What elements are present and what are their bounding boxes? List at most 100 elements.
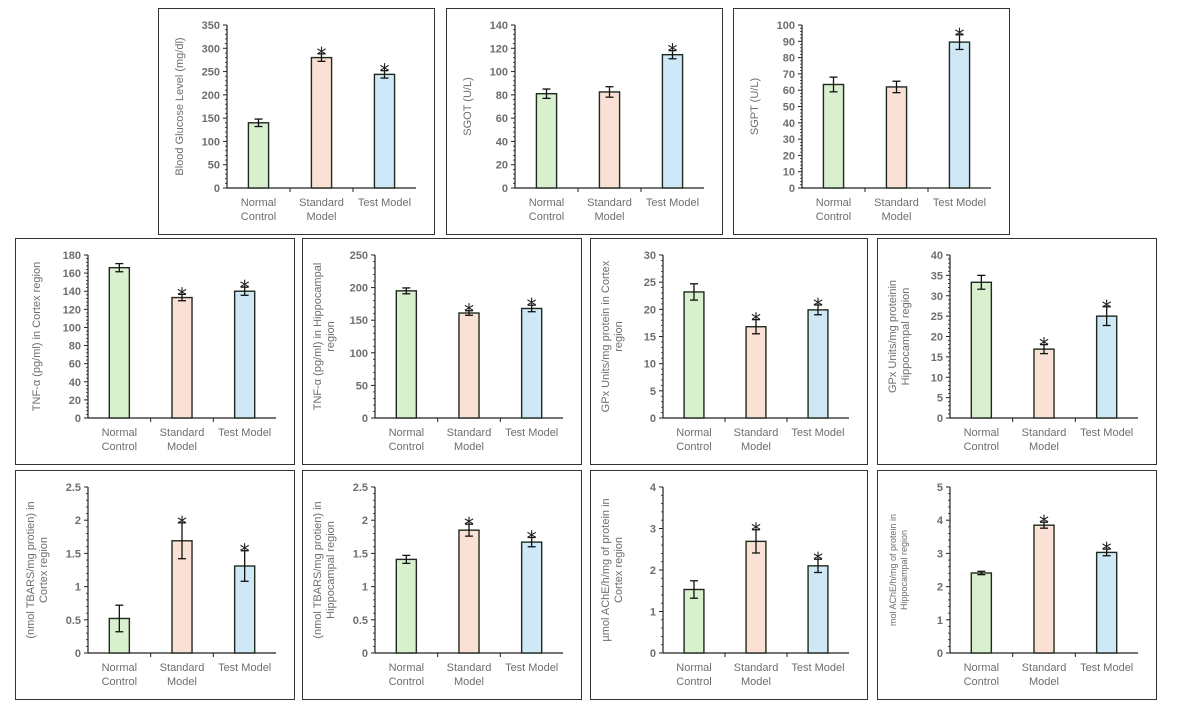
error-bar-normal-control <box>254 118 263 128</box>
significance-marker: * <box>527 526 537 550</box>
y-tick-label: 5 <box>650 386 656 398</box>
bar-standard-model <box>745 326 767 419</box>
y-tick-label: 30 <box>644 250 656 262</box>
x-category-label: Normal Control <box>676 662 711 688</box>
y-tick-label: 20 <box>931 332 943 344</box>
y-tick-label: 250 <box>202 67 220 79</box>
y-tick-label: 40 <box>69 377 81 389</box>
x-category-label: Normal Control <box>964 662 999 688</box>
x-category-label: Normal Control <box>389 427 424 453</box>
x-category-label: Test Model <box>1080 427 1133 439</box>
y-tick-label: 0 <box>789 183 795 195</box>
y-tick-label: 0 <box>937 413 943 425</box>
x-category-label: Normal Control <box>964 427 999 453</box>
panel-sgpt: SGPT (U/L) 0 10 20 30 40 50 60 70 80 90 100 Normal Co… <box>733 8 1010 235</box>
x-category-label: Test Model <box>505 427 558 439</box>
bar-standard-model <box>458 529 480 654</box>
x-category-label: Standard Model <box>1022 662 1067 688</box>
error-bar-standard-model <box>178 293 186 302</box>
y-tick-label: 2.5 <box>353 482 368 494</box>
y-tick-label: 15 <box>931 352 943 364</box>
y-tick-label: 120 <box>490 43 508 55</box>
significance-marker: * <box>813 294 823 318</box>
significance-marker: * <box>380 60 390 84</box>
bar-test-model <box>1095 315 1118 419</box>
y-tick-label: 80 <box>69 341 81 353</box>
x-category-label: Standard Model <box>1022 427 1067 453</box>
panel-blood-glucose: Blood Glucose Level (mg/dl) 0 50 100 150 200 2… <box>158 8 435 235</box>
y-tick-label: 1 <box>650 607 656 619</box>
error-bar-normal-control <box>829 76 838 93</box>
error-bar-normal-control <box>402 287 411 295</box>
y-tick-label: 2 <box>937 582 943 594</box>
y-tick-label: 2 <box>650 565 656 577</box>
y-tick-label: 50 <box>208 160 220 172</box>
error-bar-normal-control <box>542 88 551 99</box>
error-bar-normal-control <box>977 274 986 290</box>
x-category-label: Test Model <box>505 662 558 674</box>
bar-normal-control <box>970 281 993 419</box>
panel-ache-cortex: µmol AChE/h/mg of protein inCortex regio… <box>590 470 868 700</box>
y-tick-label: 0 <box>75 648 81 660</box>
y-tick-label: 20 <box>783 150 795 162</box>
y-tick-label: 90 <box>783 36 795 48</box>
y-tick-label: 3 <box>937 548 943 560</box>
chart-gpx-cortex: GPx Units/mg protein in Cortexregion 0 5 10… <box>600 250 849 453</box>
significance-marker: * <box>177 283 187 307</box>
error-bar-test-model <box>814 558 822 574</box>
error-bar-standard-model <box>178 522 186 560</box>
y-tick-label: 160 <box>63 268 81 280</box>
error-bar-standard-model <box>892 80 901 94</box>
y-tick-label: 0.5 <box>66 615 81 627</box>
error-bar-standard-model <box>605 86 614 98</box>
y-tick-label: 40 <box>931 250 943 262</box>
y-axis-label: TNF-α (pg/ml) in Hippocampalregion <box>312 263 337 411</box>
panel-tnf-cortex: TNF-α (pg/ml) in Cortex region 0 20 40 60 80 1… <box>15 238 295 465</box>
significance-marker: * <box>177 512 187 536</box>
error-bar-test-model <box>240 286 249 296</box>
chart-sgpt: SGPT (U/L) 0 10 20 30 40 50 60 70 80 90 100 Normal Co… <box>749 20 991 223</box>
bar-normal-control <box>108 266 131 419</box>
y-tick-label: 80 <box>496 90 508 102</box>
significance-marker: * <box>464 300 474 324</box>
y-tick-label: 10 <box>644 359 656 371</box>
significance-marker: * <box>668 40 678 64</box>
x-category-label: Normal Control <box>389 662 424 688</box>
x-category-label: Standard Model <box>299 197 344 223</box>
x-category-label: Standard Model <box>160 662 205 688</box>
chart-ache-hippocampal: mol AChE/h/mg of protein inHippocampal r… <box>888 482 1138 688</box>
y-tick-label: 15 <box>644 332 656 344</box>
y-tick-label: 40 <box>496 136 508 148</box>
y-tick-label: 100 <box>490 67 508 79</box>
y-tick-label: 350 <box>202 20 220 32</box>
bar-standard-model <box>1033 348 1055 419</box>
y-tick-label: 60 <box>69 359 81 371</box>
error-bar-normal-control <box>402 554 411 565</box>
significance-marker: * <box>240 276 250 300</box>
bar-normal-control <box>395 558 418 654</box>
y-tick-label: 50 <box>356 380 368 392</box>
y-tick-label: 0.5 <box>353 615 368 627</box>
error-bar-standard-model <box>465 523 473 537</box>
x-category-label: Standard Model <box>734 662 779 688</box>
y-tick-label: 4 <box>937 515 944 527</box>
error-bar-normal-control <box>115 262 124 273</box>
y-tick-label: 20 <box>69 395 81 407</box>
y-tick-label: 60 <box>496 113 508 125</box>
y-tick-label: 100 <box>777 20 795 32</box>
x-category-label: Normal Control <box>676 427 711 453</box>
error-bar-test-model <box>1102 306 1111 327</box>
y-tick-label: 40 <box>783 118 795 130</box>
significance-marker: * <box>751 519 761 543</box>
bar-standard-model <box>598 91 621 189</box>
y-tick-label: 250 <box>350 250 368 262</box>
bar-test-model <box>807 565 829 654</box>
y-tick-label: 300 <box>202 43 220 55</box>
panel-tbars-cortex: (nmol TBARS/mg protien) inCortex region 0… <box>15 470 295 700</box>
y-tick-label: 0 <box>502 183 508 195</box>
y-tick-label: 150 <box>350 315 368 327</box>
panel-tbars-hippocampal: (nmol TBARS/mg protien) inHippocampal re… <box>302 470 582 700</box>
x-category-label: Standard Model <box>874 197 919 223</box>
chart-blood-glucose: Blood Glucose Level (mg/dl) 0 50 100 150 200 2… <box>174 20 416 223</box>
bar-normal-control <box>535 92 558 189</box>
